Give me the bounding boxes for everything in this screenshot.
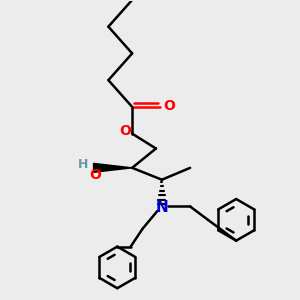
Text: O: O [164, 99, 175, 113]
Text: O: O [119, 124, 131, 138]
Polygon shape [94, 164, 132, 172]
Text: O: O [89, 168, 101, 182]
Text: H: H [78, 158, 88, 171]
Text: N: N [155, 200, 168, 215]
